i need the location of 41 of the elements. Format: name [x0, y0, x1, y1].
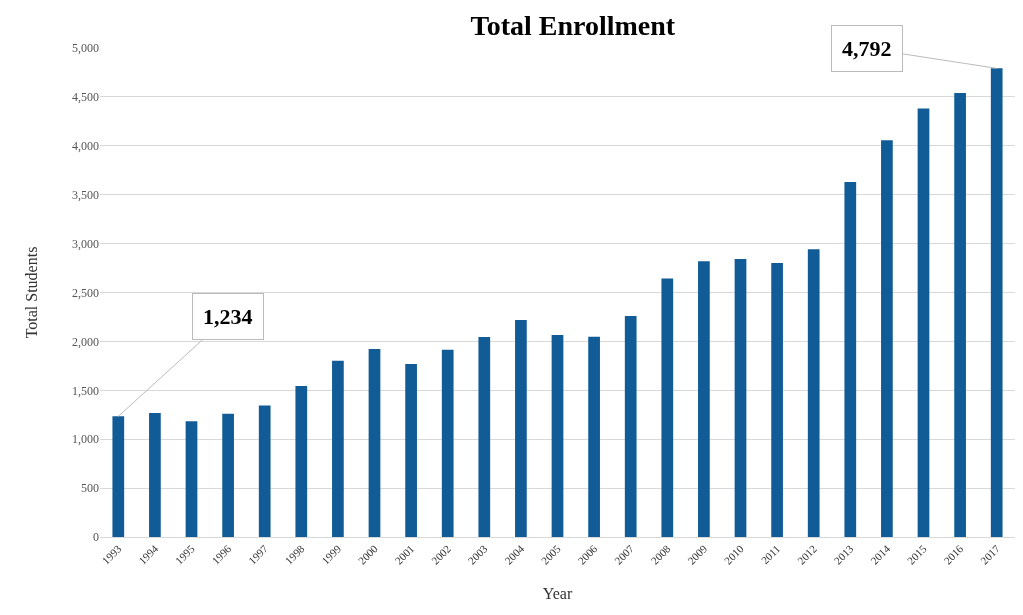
- annotation: 4,792: [842, 36, 892, 61]
- bar: [295, 386, 308, 537]
- bar: [441, 349, 454, 537]
- y-tick-label: 4,000: [72, 139, 99, 153]
- bar: [368, 349, 381, 537]
- bar: [258, 405, 271, 537]
- bar: [112, 416, 125, 537]
- y-tick-label: 0: [93, 530, 99, 545]
- bar: [185, 421, 198, 537]
- x-axis-title: Year: [542, 585, 573, 603]
- y-tick-label: 5,000: [72, 41, 99, 56]
- bar: [881, 140, 893, 537]
- bar: [515, 320, 527, 537]
- bar: [771, 262, 783, 537]
- y-tick-label: 2,000: [72, 334, 99, 349]
- bar: [990, 68, 1003, 537]
- bar: [222, 413, 234, 537]
- chart-title: Total Enrollment: [470, 9, 676, 41]
- bar: [661, 278, 674, 537]
- y-tick-label: 2,500: [72, 285, 99, 300]
- y-tick-label: 1,500: [72, 383, 99, 398]
- bar: [698, 261, 710, 537]
- bar: [551, 335, 564, 537]
- bar: [149, 412, 161, 537]
- bar: [405, 363, 417, 537]
- bar: [844, 181, 857, 537]
- bar: [807, 249, 820, 537]
- y-axis-title: Total Students: [22, 246, 40, 339]
- bar: [588, 336, 600, 537]
- y-tick-label: 1,000: [72, 432, 99, 447]
- y-tick-label: 4,500: [72, 90, 99, 105]
- y-tick-label: 3,000: [72, 236, 99, 251]
- bar: [624, 316, 637, 537]
- bar: [478, 337, 491, 537]
- bar: [917, 108, 930, 537]
- annotation: 1,234: [203, 304, 253, 329]
- bar: [332, 360, 344, 537]
- bar: [734, 258, 747, 537]
- y-tick-label: 500: [81, 481, 99, 496]
- bar: [954, 93, 966, 537]
- y-tick-label: 3,500: [72, 187, 99, 202]
